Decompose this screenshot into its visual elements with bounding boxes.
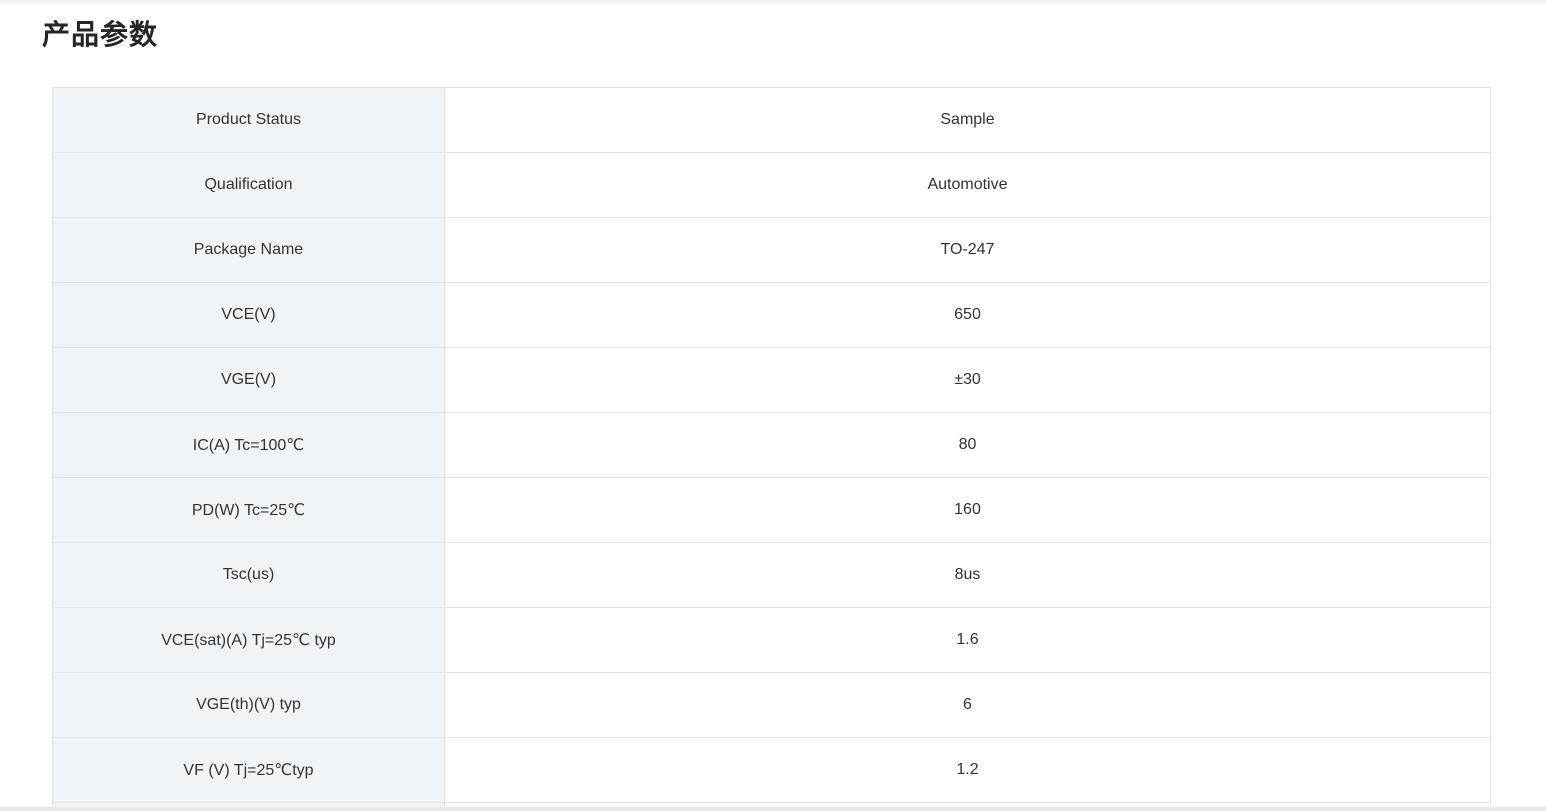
table-row: Package Name TO-247: [52, 218, 1491, 283]
horizontal-scrollbar[interactable]: [0, 806, 1546, 811]
parameter-value-cell: 160: [445, 478, 1491, 543]
table-row: VGE(V) ±30: [52, 348, 1491, 413]
product-parameters-table: Product Status Sample Qualification Auto…: [52, 87, 1491, 811]
parameter-value-cell: 8us: [445, 543, 1491, 608]
parameter-value-cell: 650: [445, 283, 1491, 348]
parameter-name-cell: Qualification: [52, 153, 445, 218]
table-rows: Product Status Sample Qualification Auto…: [52, 88, 1491, 803]
table-row: PD(W) Tc=25℃ 160: [52, 478, 1491, 543]
table-row: VCE(V) 650: [52, 283, 1491, 348]
parameter-name-cell: VF (V) Tj=25℃typ: [52, 738, 445, 803]
table-row: Qualification Automotive: [52, 153, 1491, 218]
parameter-value-cell: Sample: [445, 88, 1491, 153]
parameter-value-cell: Automotive: [445, 153, 1491, 218]
parameter-name-cell: Product Status: [52, 88, 445, 153]
parameter-name-cell: Tsc(us): [52, 543, 445, 608]
parameter-name-cell: IC(A) Tc=100℃: [52, 413, 445, 478]
table-row: VCE(sat)(A) Tj=25℃ typ 1.6: [52, 608, 1491, 673]
parameter-name-cell: VGE(th)(V) typ: [52, 673, 445, 738]
parameter-value-cell: 1.2: [445, 738, 1491, 803]
page-title: 产品参数: [42, 19, 159, 50]
parameter-name-cell: PD(W) Tc=25℃: [52, 478, 445, 543]
parameter-value-cell: 1.6: [445, 608, 1491, 673]
parameter-value-cell: 80: [445, 413, 1491, 478]
table-row: VF (V) Tj=25℃typ 1.2: [52, 738, 1491, 803]
parameter-value-cell: ±30: [445, 348, 1491, 413]
parameter-name-cell: VGE(V): [52, 348, 445, 413]
parameter-name-cell: VCE(V): [52, 283, 445, 348]
parameter-value-cell: TO-247: [445, 218, 1491, 283]
parameter-name-cell: Package Name: [52, 218, 445, 283]
table-row: IC(A) Tc=100℃ 80: [52, 413, 1491, 478]
table-row: Product Status Sample: [52, 88, 1491, 153]
table-row: VGE(th)(V) typ 6: [52, 673, 1491, 738]
page-top-shadow: [0, 0, 1546, 6]
table-row: Tsc(us) 8us: [52, 543, 1491, 608]
parameter-name-cell: VCE(sat)(A) Tj=25℃ typ: [52, 608, 445, 673]
parameter-value-cell: 6: [445, 673, 1491, 738]
